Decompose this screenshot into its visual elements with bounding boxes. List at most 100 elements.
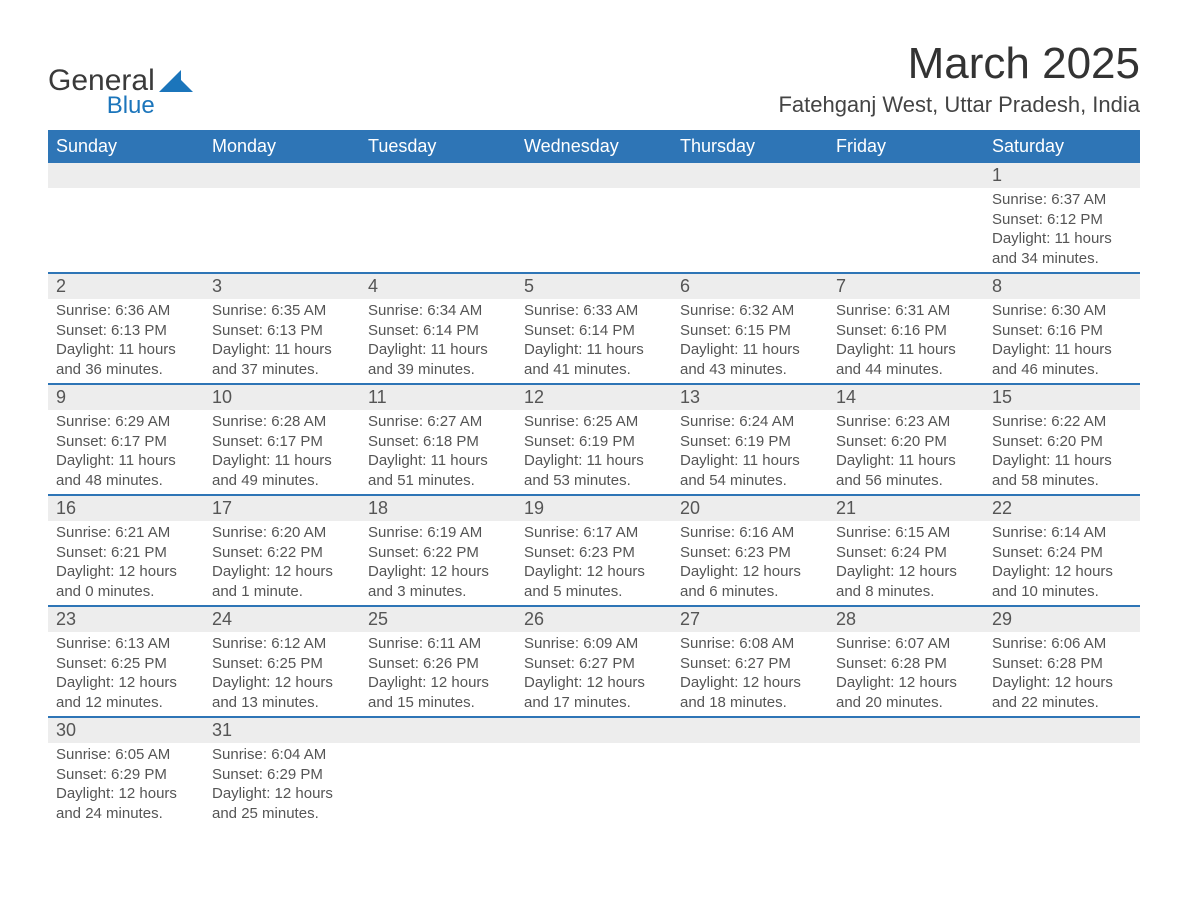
sunset: Sunset: 6:27 PM <box>524 654 664 674</box>
day-number: 28 <box>828 607 984 632</box>
sunrise: Sunrise: 6:31 AM <box>836 301 976 321</box>
sunset: Sunset: 6:22 PM <box>212 543 352 563</box>
calendar-day-cell: 6Sunrise: 6:32 AMSunset: 6:15 PMDaylight… <box>672 273 828 384</box>
day-details: Sunrise: 6:28 AMSunset: 6:17 PMDaylight:… <box>204 410 360 494</box>
sunrise: Sunrise: 6:21 AM <box>56 523 196 543</box>
day-details: Sunrise: 6:36 AMSunset: 6:13 PMDaylight:… <box>48 299 204 383</box>
sunset: Sunset: 6:26 PM <box>368 654 508 674</box>
day-details: Sunrise: 6:21 AMSunset: 6:21 PMDaylight:… <box>48 521 204 605</box>
sunrise: Sunrise: 6:06 AM <box>992 634 1132 654</box>
sunrise: Sunrise: 6:28 AM <box>212 412 352 432</box>
sunrise: Sunrise: 6:08 AM <box>680 634 820 654</box>
daylight-line2: and 0 minutes. <box>56 582 196 602</box>
day-number: 20 <box>672 496 828 521</box>
daylight-line2: and 6 minutes. <box>680 582 820 602</box>
calendar-day-cell: 13Sunrise: 6:24 AMSunset: 6:19 PMDayligh… <box>672 384 828 495</box>
calendar-week: 1Sunrise: 6:37 AMSunset: 6:12 PMDaylight… <box>48 163 1140 273</box>
calendar-day-cell: 20Sunrise: 6:16 AMSunset: 6:23 PMDayligh… <box>672 495 828 606</box>
weekday-header: Sunday <box>48 130 204 163</box>
sunset: Sunset: 6:19 PM <box>680 432 820 452</box>
sunrise: Sunrise: 6:14 AM <box>992 523 1132 543</box>
calendar-day-cell: 31Sunrise: 6:04 AMSunset: 6:29 PMDayligh… <box>204 717 360 827</box>
day-number: 2 <box>48 274 204 299</box>
day-number: 19 <box>516 496 672 521</box>
day-details: Sunrise: 6:24 AMSunset: 6:19 PMDaylight:… <box>672 410 828 494</box>
daylight-line2: and 8 minutes. <box>836 582 976 602</box>
calendar-week: 16Sunrise: 6:21 AMSunset: 6:21 PMDayligh… <box>48 495 1140 606</box>
day-details: Sunrise: 6:25 AMSunset: 6:19 PMDaylight:… <box>516 410 672 494</box>
sunrise: Sunrise: 6:15 AM <box>836 523 976 543</box>
daylight-line2: and 41 minutes. <box>524 360 664 380</box>
title-block: March 2025 Fatehganj West, Uttar Pradesh… <box>778 40 1140 118</box>
calendar-day-cell: 10Sunrise: 6:28 AMSunset: 6:17 PMDayligh… <box>204 384 360 495</box>
daylight-line2: and 51 minutes. <box>368 471 508 491</box>
day-details: Sunrise: 6:12 AMSunset: 6:25 PMDaylight:… <box>204 632 360 716</box>
calendar-day-cell: 8Sunrise: 6:30 AMSunset: 6:16 PMDaylight… <box>984 273 1140 384</box>
sunset: Sunset: 6:23 PM <box>524 543 664 563</box>
calendar-day-cell: 24Sunrise: 6:12 AMSunset: 6:25 PMDayligh… <box>204 606 360 717</box>
location: Fatehganj West, Uttar Pradesh, India <box>778 92 1140 118</box>
daylight-line1: Daylight: 12 hours <box>836 673 976 693</box>
calendar-day-cell: 28Sunrise: 6:07 AMSunset: 6:28 PMDayligh… <box>828 606 984 717</box>
calendar-day-cell <box>828 717 984 827</box>
day-number: 12 <box>516 385 672 410</box>
sunset: Sunset: 6:23 PM <box>680 543 820 563</box>
sunrise: Sunrise: 6:24 AM <box>680 412 820 432</box>
logo: General Blue <box>48 66 193 118</box>
sunset: Sunset: 6:29 PM <box>212 765 352 785</box>
sunset: Sunset: 6:22 PM <box>368 543 508 563</box>
daylight-line2: and 39 minutes. <box>368 360 508 380</box>
weekday-header: Wednesday <box>516 130 672 163</box>
daylight-line2: and 48 minutes. <box>56 471 196 491</box>
sunset: Sunset: 6:28 PM <box>992 654 1132 674</box>
calendar-day-cell: 26Sunrise: 6:09 AMSunset: 6:27 PMDayligh… <box>516 606 672 717</box>
day-number: 29 <box>984 607 1140 632</box>
month-title: March 2025 <box>778 40 1140 88</box>
sunrise: Sunrise: 6:12 AM <box>212 634 352 654</box>
day-number: 13 <box>672 385 828 410</box>
day-number: 14 <box>828 385 984 410</box>
sunset: Sunset: 6:20 PM <box>836 432 976 452</box>
sunrise: Sunrise: 6:19 AM <box>368 523 508 543</box>
calendar-day-cell <box>828 163 984 273</box>
day-number: 7 <box>828 274 984 299</box>
daylight-line1: Daylight: 11 hours <box>992 340 1132 360</box>
sunrise: Sunrise: 6:30 AM <box>992 301 1132 321</box>
calendar-day-cell: 3Sunrise: 6:35 AMSunset: 6:13 PMDaylight… <box>204 273 360 384</box>
day-number: 26 <box>516 607 672 632</box>
sunset: Sunset: 6:17 PM <box>56 432 196 452</box>
daylight-line2: and 49 minutes. <box>212 471 352 491</box>
daylight-line1: Daylight: 12 hours <box>212 562 352 582</box>
calendar-table: Sunday Monday Tuesday Wednesday Thursday… <box>48 130 1140 827</box>
day-details: Sunrise: 6:30 AMSunset: 6:16 PMDaylight:… <box>984 299 1140 383</box>
daylight-line1: Daylight: 11 hours <box>992 451 1132 471</box>
day-number: 23 <box>48 607 204 632</box>
day-details: Sunrise: 6:20 AMSunset: 6:22 PMDaylight:… <box>204 521 360 605</box>
day-number: 6 <box>672 274 828 299</box>
daylight-line1: Daylight: 11 hours <box>836 451 976 471</box>
calendar-day-cell: 4Sunrise: 6:34 AMSunset: 6:14 PMDaylight… <box>360 273 516 384</box>
sunrise: Sunrise: 6:25 AM <box>524 412 664 432</box>
sunset: Sunset: 6:25 PM <box>212 654 352 674</box>
daylight-line2: and 20 minutes. <box>836 693 976 713</box>
day-number: 15 <box>984 385 1140 410</box>
daylight-line1: Daylight: 11 hours <box>56 340 196 360</box>
day-number: 10 <box>204 385 360 410</box>
daylight-line2: and 24 minutes. <box>56 804 196 824</box>
sunrise: Sunrise: 6:27 AM <box>368 412 508 432</box>
daylight-line2: and 43 minutes. <box>680 360 820 380</box>
day-number: 5 <box>516 274 672 299</box>
calendar-day-cell: 25Sunrise: 6:11 AMSunset: 6:26 PMDayligh… <box>360 606 516 717</box>
day-number: 30 <box>48 718 204 743</box>
weekday-header: Friday <box>828 130 984 163</box>
day-details: Sunrise: 6:04 AMSunset: 6:29 PMDaylight:… <box>204 743 360 827</box>
calendar-day-cell: 19Sunrise: 6:17 AMSunset: 6:23 PMDayligh… <box>516 495 672 606</box>
daylight-line1: Daylight: 12 hours <box>680 673 820 693</box>
daylight-line2: and 36 minutes. <box>56 360 196 380</box>
day-details: Sunrise: 6:22 AMSunset: 6:20 PMDaylight:… <box>984 410 1140 494</box>
daylight-line1: Daylight: 12 hours <box>56 562 196 582</box>
day-details: Sunrise: 6:08 AMSunset: 6:27 PMDaylight:… <box>672 632 828 716</box>
calendar-day-cell: 21Sunrise: 6:15 AMSunset: 6:24 PMDayligh… <box>828 495 984 606</box>
calendar-day-cell: 18Sunrise: 6:19 AMSunset: 6:22 PMDayligh… <box>360 495 516 606</box>
day-details: Sunrise: 6:34 AMSunset: 6:14 PMDaylight:… <box>360 299 516 383</box>
